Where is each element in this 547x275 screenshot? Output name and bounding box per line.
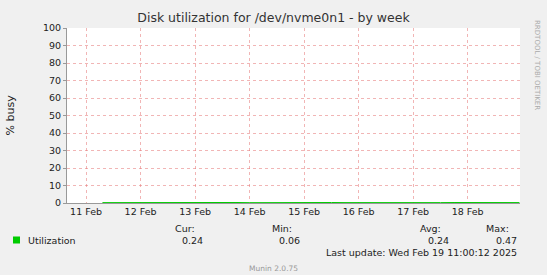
svg-text:0.47: 0.47	[496, 235, 517, 246]
svg-text:100: 100	[43, 22, 61, 33]
svg-text:0.24: 0.24	[428, 235, 449, 246]
svg-text:90: 90	[49, 40, 61, 51]
svg-text:Last update: Wed Feb 19 11:00:: Last update: Wed Feb 19 11:00:12 2025	[326, 247, 517, 258]
svg-text:0.24: 0.24	[182, 235, 203, 246]
svg-text:Utilization: Utilization	[28, 235, 76, 246]
svg-text:0.06: 0.06	[279, 235, 300, 246]
svg-text:40: 40	[49, 127, 61, 138]
svg-text:20: 20	[49, 162, 61, 173]
svg-text:17 Feb: 17 Feb	[397, 206, 429, 217]
svg-text:Munin 2.0.75: Munin 2.0.75	[249, 264, 298, 273]
svg-text:10: 10	[49, 180, 61, 191]
svg-text:13 Feb: 13 Feb	[179, 206, 211, 217]
svg-text:Disk utilization for /dev/nvme: Disk utilization for /dev/nvme0n1 - by w…	[137, 10, 410, 25]
svg-text:18 Feb: 18 Feb	[452, 206, 484, 217]
svg-text:30: 30	[49, 145, 61, 156]
svg-text:% busy: % busy	[4, 95, 17, 136]
svg-text:Avg:: Avg:	[420, 223, 441, 234]
svg-text:Max:: Max:	[486, 223, 509, 234]
svg-text:14 Feb: 14 Feb	[234, 206, 266, 217]
svg-text:11 Feb: 11 Feb	[70, 206, 102, 217]
svg-text:60: 60	[49, 92, 61, 103]
svg-text:50: 50	[49, 110, 61, 121]
svg-text:80: 80	[49, 57, 61, 68]
svg-text:70: 70	[49, 75, 61, 86]
svg-text:15 Feb: 15 Feb	[288, 206, 320, 217]
svg-text:RRDTOOL / TOBI OETIKER: RRDTOOL / TOBI OETIKER	[533, 20, 541, 110]
svg-text:16 Feb: 16 Feb	[343, 206, 375, 217]
svg-text:Cur:: Cur:	[175, 223, 195, 234]
svg-text:12 Feb: 12 Feb	[125, 206, 157, 217]
svg-text:0: 0	[55, 197, 61, 208]
svg-text:Min:: Min:	[272, 223, 292, 234]
